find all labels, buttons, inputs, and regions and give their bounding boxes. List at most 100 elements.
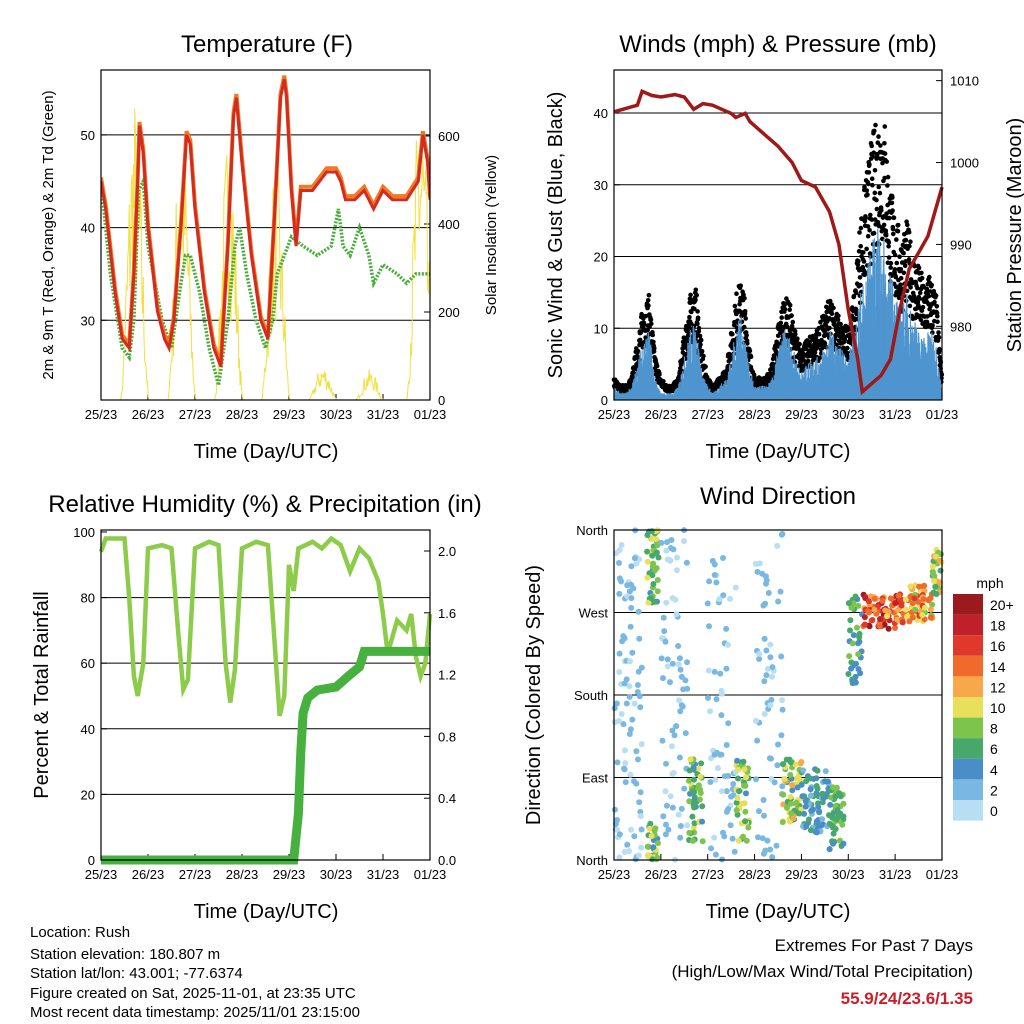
direction-point <box>825 778 831 785</box>
direction-point <box>708 845 714 852</box>
direction-point <box>813 775 820 782</box>
direction-point <box>654 588 661 595</box>
direction-point <box>686 777 692 784</box>
direction-point <box>660 614 667 621</box>
gust-point <box>793 331 798 337</box>
x-tick-label: 30/23 <box>832 867 865 882</box>
direction-point <box>699 838 706 845</box>
gust-point <box>879 208 884 213</box>
direction-point <box>759 835 766 842</box>
direction-point <box>818 822 825 829</box>
direction-point <box>733 807 740 814</box>
direction-point <box>663 802 670 809</box>
direction-point <box>680 686 687 693</box>
direction-point <box>671 732 678 739</box>
gust-point <box>795 336 800 342</box>
gust-point <box>742 309 748 314</box>
direction-point <box>802 798 809 805</box>
direction-point <box>622 760 629 767</box>
direction-point <box>728 793 735 800</box>
direction-point <box>635 668 642 675</box>
direction-point <box>753 776 759 783</box>
direction-point <box>930 571 937 578</box>
gust-point <box>864 246 869 252</box>
direction-point <box>807 775 813 782</box>
direction-point <box>711 668 718 675</box>
info-created: Figure created on Sat, 2025-11-01, at 23… <box>30 985 356 1002</box>
direction-point <box>616 560 622 566</box>
direction-point <box>616 854 623 861</box>
direction-point <box>808 807 815 814</box>
direction-point <box>663 760 669 767</box>
gust-point <box>694 292 699 298</box>
direction-point <box>761 711 768 717</box>
temp-title: Temperature (F) <box>181 31 353 58</box>
direction-point <box>626 693 633 700</box>
x-tick-label: 25/23 <box>598 407 631 422</box>
direction-point <box>648 595 655 602</box>
direction-point <box>797 760 804 767</box>
direction-point <box>823 790 830 797</box>
direction-point <box>936 557 943 564</box>
gust-point <box>648 317 654 323</box>
direction-point <box>628 826 634 833</box>
direction-point <box>650 581 657 587</box>
direction-point <box>647 820 654 827</box>
direction-point <box>853 660 859 667</box>
direction-point <box>705 667 712 674</box>
gust-point <box>872 190 878 196</box>
direction-point <box>849 640 856 647</box>
gust-point <box>782 302 787 308</box>
direction-point <box>778 531 785 538</box>
gust-point <box>865 224 871 229</box>
gust-point <box>877 190 883 196</box>
direction-point <box>649 856 656 863</box>
direction-point <box>677 834 684 841</box>
gust-point <box>747 348 753 354</box>
direction-point <box>631 700 638 707</box>
gust-point <box>638 330 644 335</box>
direction-point <box>932 583 939 590</box>
gust-point <box>693 297 698 303</box>
gust-point <box>803 346 809 352</box>
legend-swatch <box>953 779 983 800</box>
gust-point <box>734 291 739 297</box>
gust-point <box>635 348 641 354</box>
gust-point <box>703 364 708 369</box>
direction-point <box>756 650 763 657</box>
direction-point <box>743 790 749 797</box>
gust-point <box>886 240 892 245</box>
direction-point <box>638 664 645 671</box>
direction-point <box>852 593 859 600</box>
direction-point <box>676 655 683 662</box>
direction-point <box>732 584 739 591</box>
direction-point <box>659 737 666 744</box>
y-right-tick-label: 0.8 <box>438 729 456 744</box>
gust-point <box>649 321 654 327</box>
direction-point <box>731 848 738 855</box>
direction-point <box>649 535 655 542</box>
direction-point <box>861 621 868 628</box>
plot-frame <box>613 69 943 401</box>
direction-point <box>626 683 633 690</box>
y-tick-label: 20 <box>594 250 608 265</box>
x-tick-label: 28/23 <box>738 407 771 422</box>
solar-insolation-line <box>214 155 244 400</box>
direction-point <box>735 766 742 773</box>
extremes-values: 55.9/24/23.6/1.35 <box>841 989 973 1008</box>
gust-point <box>867 228 872 233</box>
gust-point <box>862 184 867 190</box>
gust-point <box>787 302 793 308</box>
direction-point <box>850 600 857 607</box>
direction-point <box>614 759 621 766</box>
direction-point <box>907 583 914 590</box>
gust-point <box>871 150 877 155</box>
direction-point <box>778 732 785 739</box>
direction-point <box>649 563 656 570</box>
direction-point <box>673 611 680 618</box>
x-tick-label: 29/23 <box>785 867 818 882</box>
y-tick-label: 30 <box>81 313 95 328</box>
gust-point <box>698 342 703 347</box>
direction-point <box>635 756 641 763</box>
